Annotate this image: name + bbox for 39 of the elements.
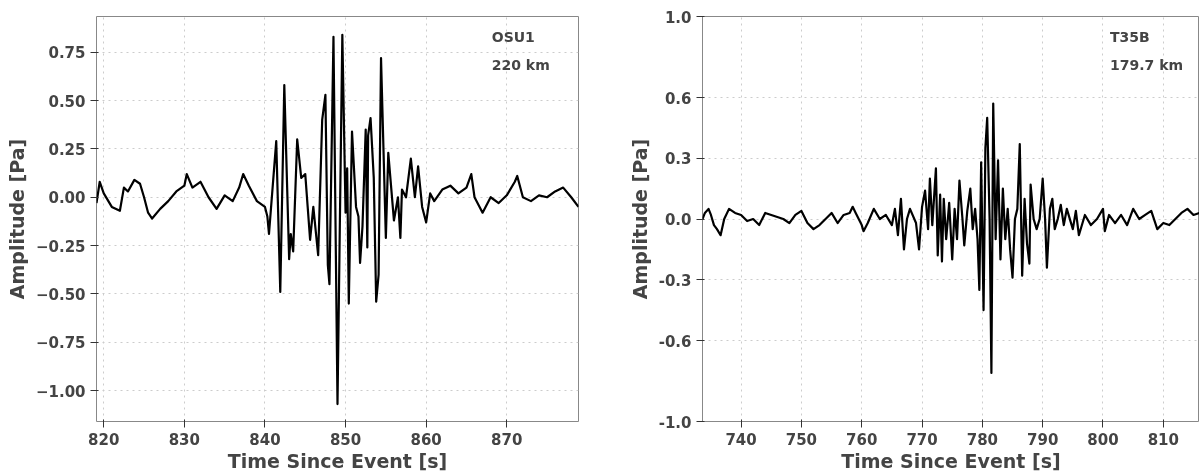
x-axis-title: Time Since Event [s] bbox=[841, 449, 1061, 472]
x-tick-label: 760 bbox=[846, 430, 878, 449]
y-tick-label: 0.6 bbox=[664, 89, 692, 108]
y-tick-label: 0.3 bbox=[664, 150, 692, 169]
y-tick-label: 0.50 bbox=[48, 92, 86, 111]
annotation: 220 km bbox=[491, 57, 550, 74]
y-tick-label: 0.0 bbox=[664, 211, 692, 229]
line-series bbox=[96, 33, 579, 406]
y-tick-label: 0.25 bbox=[48, 140, 86, 159]
annotation: T35B bbox=[1110, 28, 1150, 45]
y-tick-label: 0.75 bbox=[48, 44, 86, 63]
annotation: 179.7 km bbox=[1110, 57, 1184, 74]
y-tick-label: -1.0 bbox=[658, 413, 692, 432]
x-tick-label: 770 bbox=[906, 430, 938, 449]
x-tick-label: 860 bbox=[410, 430, 442, 449]
x-tick-label: 870 bbox=[491, 430, 523, 449]
y-axis-title: Amplitude [Pa] bbox=[628, 138, 651, 300]
x-tick-label: 790 bbox=[1027, 430, 1059, 449]
y-tick-label: −0.25 bbox=[35, 237, 86, 256]
annotation: OSU1 bbox=[491, 28, 535, 45]
y-tick-label: −0.50 bbox=[35, 285, 86, 304]
x-tick-label: 820 bbox=[88, 430, 120, 449]
x-tick-label: 800 bbox=[1087, 430, 1119, 449]
x-tick-label: 840 bbox=[249, 430, 281, 449]
y-axis-title: Amplitude [Pa] bbox=[5, 138, 28, 300]
y-tick-label: 0.00 bbox=[48, 189, 86, 208]
y-tick-label: -0.6 bbox=[658, 332, 692, 351]
x-tick-label: 750 bbox=[785, 430, 818, 449]
line-series bbox=[702, 102, 1199, 374]
y-tick-label: −0.75 bbox=[35, 334, 86, 353]
x-tick-label: 830 bbox=[168, 430, 201, 449]
x-tick-label: 810 bbox=[1147, 430, 1179, 449]
x-tick-label: 740 bbox=[725, 430, 757, 449]
x-tick-label: 850 bbox=[329, 430, 362, 449]
x-axis-title: Time Since Event [s] bbox=[227, 449, 448, 472]
y-tick-label: -0.3 bbox=[658, 271, 692, 290]
y-tick-label: 1.0 bbox=[664, 8, 692, 27]
x-tick-label: 780 bbox=[966, 430, 999, 449]
y-tick-label: −1.00 bbox=[35, 382, 86, 401]
